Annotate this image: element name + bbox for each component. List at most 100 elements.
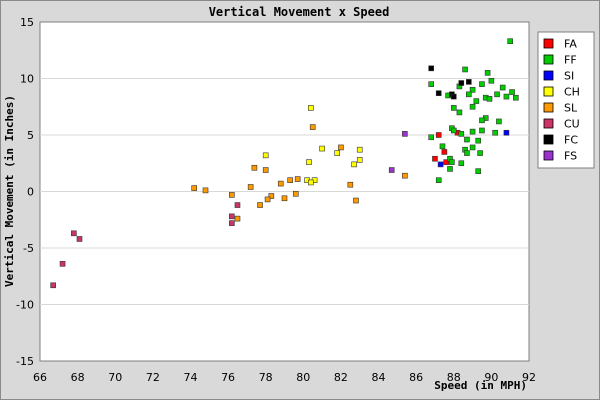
x-tick-label: 82 (334, 371, 348, 384)
point-ff (492, 129, 498, 136)
point-fc (435, 90, 442, 96)
watermark: BrooksBaseball.net (370, 341, 523, 357)
point-ff (428, 134, 435, 141)
legend-swatch-fs (543, 150, 554, 161)
point-ch (319, 145, 325, 152)
point-ff (507, 38, 513, 45)
point-sl (353, 197, 359, 204)
legend-label-fa: FA (564, 38, 577, 51)
point-cu (76, 236, 83, 242)
legend-label-ch: CH (564, 86, 580, 99)
point-ff (439, 143, 446, 150)
legend-label-fs: FS (564, 150, 577, 163)
point-fa (435, 132, 442, 138)
point-sl (281, 195, 288, 202)
point-sl (229, 192, 235, 198)
legend-swatch-sl (543, 102, 554, 113)
point-fc (450, 93, 457, 100)
legend: FA FF SI CH SL CU FC FS (537, 31, 595, 169)
point-ch (351, 161, 357, 168)
point-ch (306, 159, 312, 165)
y-tick-label: 0 (27, 186, 34, 199)
point-ff (479, 117, 485, 124)
point-ff (479, 127, 485, 134)
y-tick-label: 15 (20, 16, 34, 29)
point-ff (509, 89, 515, 95)
point-ff (447, 166, 453, 172)
x-tick-label: 90 (484, 371, 498, 384)
point-cu (59, 261, 66, 267)
point-fc (466, 79, 472, 85)
point-cu (50, 282, 56, 289)
grid (40, 78, 529, 305)
y-axis-label: Vertical Movement (in Inches) (3, 95, 16, 287)
point-ff (477, 150, 483, 156)
legend-swatch-ff (543, 54, 554, 65)
legend-label-si: SI (564, 70, 574, 83)
x-tick-label: 88 (447, 371, 461, 384)
legend-label-cu: CU (564, 118, 580, 131)
x-tick-label: 78 (259, 371, 273, 384)
legend-label-fc: FC (564, 134, 578, 147)
point-ff (475, 168, 482, 174)
point-ff (462, 66, 468, 73)
point-ff (458, 131, 465, 137)
point-ch (308, 105, 314, 111)
point-ff (469, 144, 476, 151)
point-sl (234, 215, 241, 222)
point-sl (338, 144, 344, 151)
point-ff (428, 81, 435, 87)
point-fa (443, 159, 450, 165)
y-tick-label: 10 (20, 73, 34, 86)
point-sl (262, 167, 269, 173)
x-tick-label: 74 (183, 371, 197, 384)
point-cu (71, 230, 77, 237)
point-ff (479, 81, 485, 87)
x-axis-label: Speed (in MPH) (434, 379, 527, 392)
point-sl (287, 177, 293, 183)
point-sl (294, 176, 301, 182)
point-fs (388, 167, 395, 173)
point-ff (435, 177, 442, 183)
point-ff (469, 128, 476, 135)
x-tick-label: 70 (108, 371, 122, 384)
legend-swatch-cu (543, 118, 554, 129)
point-ff (488, 77, 495, 84)
point-ff (494, 91, 500, 98)
point-ff (473, 98, 480, 104)
point-ch (308, 179, 314, 186)
point-ff (458, 160, 465, 167)
point-sl (251, 164, 258, 171)
point-si (437, 161, 444, 168)
point-ff (450, 105, 457, 111)
tick-labels: -15 -10 -5 0 5 10 15 66 68 70 72 74 76 78 80 82 84 86 88 90… (16, 16, 536, 384)
legend-swatch-fc (543, 134, 554, 145)
point-ff (464, 150, 470, 156)
point-sl (277, 180, 284, 187)
point-ff (466, 91, 472, 98)
legend-label-sl: SL (564, 102, 578, 115)
point-ff (469, 103, 476, 110)
point-ff (450, 127, 457, 134)
point-ff (469, 87, 476, 93)
point-fs (402, 131, 408, 137)
point-ff (475, 137, 482, 144)
point-ff (464, 136, 470, 143)
chart-title: Vertical Movement x Speed (209, 5, 390, 19)
point-ch (356, 157, 363, 163)
y-tick-label: -15 (16, 355, 34, 368)
x-tick-label: 84 (372, 371, 386, 384)
x-tick-label: 72 (146, 371, 160, 384)
point-sl (247, 184, 254, 190)
point-ff (503, 93, 510, 100)
point-ff (513, 94, 519, 101)
legend-swatch-fa (543, 38, 554, 49)
point-ff (496, 118, 502, 125)
legend-label-ff: FF (564, 54, 577, 67)
point-sl (257, 202, 263, 208)
point-ff (486, 96, 493, 102)
y-tick-label: -10 (16, 299, 34, 312)
point-cu (229, 220, 235, 226)
x-tick-label: 66 (33, 371, 47, 384)
